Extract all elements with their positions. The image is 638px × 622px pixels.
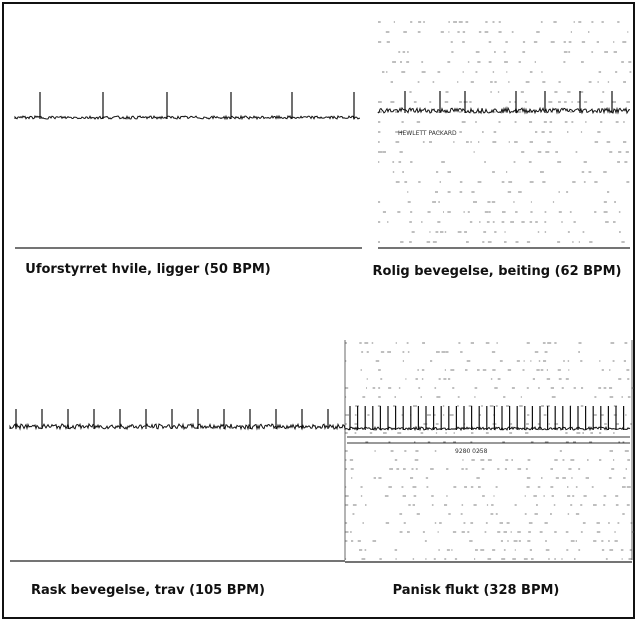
- baseline: [10, 247, 632, 563]
- ecg-spikes: [349, 406, 625, 430]
- caption: Uforstyrret hvile, ligger (50 BPM): [25, 262, 270, 277]
- caption: Rask bevegelse, trav (105 BPM): [31, 583, 265, 598]
- caption: Rolig bevegelse, beiting (62 BPM): [373, 264, 622, 279]
- printed-label: HEWLETT PACKARD: [398, 130, 457, 137]
- ecg-spikes: [15, 409, 329, 429]
- printed-label: 9280 0258: [455, 448, 488, 455]
- ecg-spikes: [39, 92, 355, 119]
- ecg-spikes: [404, 91, 613, 113]
- ecg-trace: [9, 422, 346, 431]
- ecg-trace: [14, 114, 360, 121]
- paper-border: [344, 340, 633, 560]
- caption: Panisk flukt (328 BPM): [393, 583, 560, 598]
- ecg-strips: [9, 21, 635, 563]
- trace-band: [347, 436, 630, 444]
- ecg-trace: [377, 106, 631, 115]
